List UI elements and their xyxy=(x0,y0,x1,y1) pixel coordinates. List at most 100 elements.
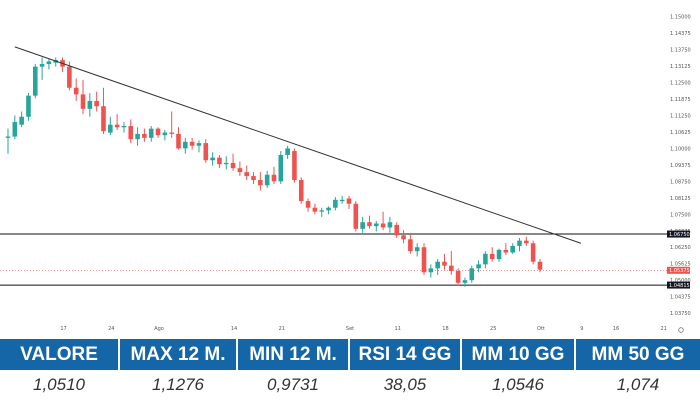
x-tick-label: 18 xyxy=(442,326,448,332)
trendline xyxy=(14,46,582,244)
candle-body xyxy=(298,180,304,202)
y-tick-label: 1.05625 xyxy=(670,262,691,268)
stat-header-rsi-14gg: RSI 14 GG xyxy=(350,339,460,370)
y-tick-label: 1.06250 xyxy=(670,245,691,251)
candle-body xyxy=(67,66,72,88)
candle-body xyxy=(264,174,270,186)
candle-body xyxy=(305,201,311,208)
candle-body xyxy=(387,222,393,228)
x-tick-label: 21 xyxy=(279,326,285,332)
y-tick-label: 1.09375 xyxy=(670,163,691,169)
stat-header-max-12m: MAX 12 M. xyxy=(120,339,236,370)
candle-body xyxy=(373,223,379,227)
candle-body xyxy=(155,128,161,136)
stat-value-mm-50gg: 1,074 xyxy=(576,370,700,400)
candle-body xyxy=(162,132,168,136)
candle-body xyxy=(94,100,99,107)
stat-value-min-12m: 0,9731 xyxy=(238,370,348,400)
candle-body xyxy=(367,222,372,227)
candle-body xyxy=(196,143,202,146)
candle-body xyxy=(517,240,522,246)
candle-body xyxy=(401,235,406,240)
candle-body xyxy=(285,148,290,155)
candle-body xyxy=(135,133,140,140)
candle-body xyxy=(230,162,236,169)
candle-body xyxy=(442,261,447,266)
candle-body xyxy=(210,157,215,161)
candle-body xyxy=(87,100,93,109)
candle-body xyxy=(346,198,352,204)
candle-body xyxy=(46,61,52,65)
candle-body xyxy=(203,143,209,161)
stat-mm-10gg: MM 10 GG 1,0546 xyxy=(462,337,574,400)
x-tick-label: Ago xyxy=(154,326,164,332)
gear-icon xyxy=(678,327,684,333)
stat-header-min-12m: MIN 12 M. xyxy=(238,339,348,370)
candle-body xyxy=(483,253,488,265)
candle-body xyxy=(476,264,481,269)
y-tick-label: 1.04375 xyxy=(670,295,691,301)
y-tick-label: 1.11250 xyxy=(670,113,691,119)
last-price-label: 1.05375 xyxy=(669,268,690,274)
y-tick-label: 1.07500 xyxy=(670,212,691,218)
candle-body xyxy=(217,157,222,165)
x-tick-label: 24 xyxy=(108,326,114,332)
x-tick-label: Ott xyxy=(537,326,545,332)
candle-body xyxy=(101,106,106,132)
candle-body xyxy=(414,247,420,252)
candle-body xyxy=(496,249,502,260)
candle-body xyxy=(326,207,331,211)
stat-value-valore: 1,0510 xyxy=(0,370,118,400)
stat-value-rsi-14gg: 38,05 xyxy=(350,370,460,400)
candle-body xyxy=(408,239,413,252)
candle-body xyxy=(12,122,18,137)
candlestick-chart-svg: 1.15000 1.14375 1.13750 1.13125 1.12500 1.118… xyxy=(0,15,691,333)
stat-header-valore: VALORE xyxy=(0,339,118,370)
candle-body xyxy=(353,203,359,229)
candle-body xyxy=(39,64,45,67)
candle-body xyxy=(510,245,515,253)
level-price-label: 1.06750 xyxy=(669,232,690,238)
y-tick-label: 1.10000 xyxy=(670,146,691,152)
x-tick-label: 14 xyxy=(231,326,237,332)
y-tick-label: 1.03750 xyxy=(670,311,691,317)
y-tick-label: 1.08125 xyxy=(670,196,691,202)
candle-body xyxy=(435,261,440,269)
candle-body xyxy=(73,87,79,95)
candle-body xyxy=(121,125,127,128)
x-tick-label: 17 xyxy=(60,326,66,332)
y-tick-label: 1.13750 xyxy=(670,48,691,54)
candle-body xyxy=(394,224,400,236)
candle-body xyxy=(503,249,509,253)
y-tick-label: 1.10625 xyxy=(670,130,691,136)
stat-valore: VALORE 1,0510 xyxy=(0,337,118,400)
candle-body xyxy=(176,133,181,149)
candle-body xyxy=(5,136,11,138)
candle-body xyxy=(380,223,386,228)
candle-body xyxy=(189,141,195,146)
candle-body xyxy=(339,199,345,202)
candle-body xyxy=(537,261,543,270)
candle-body xyxy=(469,268,475,281)
candle-body xyxy=(26,95,31,117)
level-price-badge xyxy=(667,230,690,238)
last-price-badge xyxy=(667,266,690,274)
candle-body xyxy=(455,270,461,283)
y-tick-label: 1.14375 xyxy=(670,31,691,37)
candle-body xyxy=(333,199,338,208)
x-tick-label: 25 xyxy=(490,326,496,332)
candle-body xyxy=(142,133,147,138)
candle-body xyxy=(80,94,86,109)
stat-mm-50gg: MM 50 GG 1,074 xyxy=(576,337,700,400)
candle-body xyxy=(258,180,263,186)
candle-body xyxy=(319,210,325,212)
stat-max-12m: MAX 12 M. 1,1276 xyxy=(120,337,236,400)
x-tick-label: 16 xyxy=(613,326,619,332)
y-tick-label: 1.12500 xyxy=(670,80,691,86)
candle-body xyxy=(108,124,113,133)
level-price-badge xyxy=(667,281,690,289)
candle-body xyxy=(237,168,243,173)
candle-body xyxy=(223,162,229,165)
stat-rsi-14gg: RSI 14 GG 38,05 xyxy=(350,337,460,400)
candle-body xyxy=(449,265,454,271)
